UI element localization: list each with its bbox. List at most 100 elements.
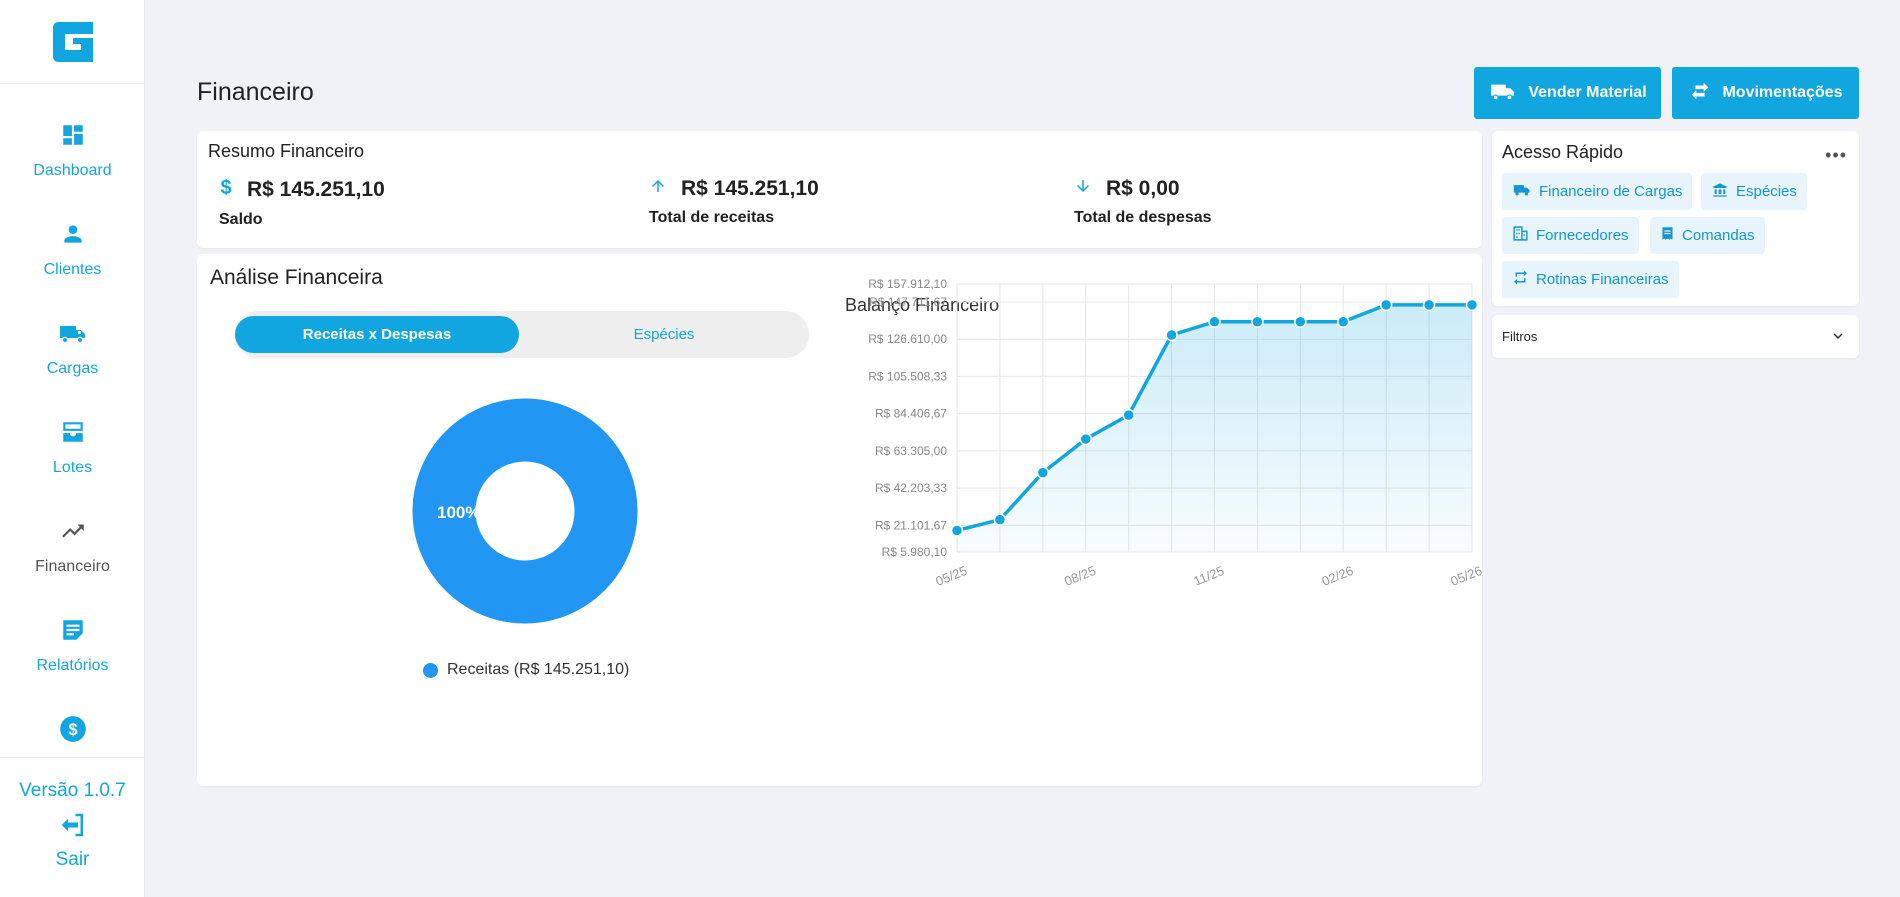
- chip-financeiro-cargas[interactable]: Financeiro de Cargas: [1502, 173, 1693, 210]
- data-point[interactable]: [1294, 315, 1307, 329]
- x-tick-label: 02/26: [1320, 563, 1356, 589]
- x-tick-label: 11/25: [1191, 563, 1226, 589]
- version-label: Versão 1.0.7: [19, 780, 126, 801]
- sidebar-item-clientes[interactable]: Clientes: [0, 219, 145, 318]
- page-title: Financeiro: [197, 78, 314, 106]
- donut-percent-label: 100%: [437, 503, 480, 522]
- data-point[interactable]: [993, 513, 1007, 526]
- data-point[interactable]: [1379, 298, 1393, 312]
- y-tick-label: R$ 157.912,10: [868, 277, 947, 291]
- data-point[interactable]: [1208, 315, 1221, 329]
- y-tick-label: R$ 5.980,10: [882, 545, 948, 559]
- data-point[interactable]: [950, 524, 964, 537]
- donut-legend: Receitas (R$ 145.251,10): [423, 661, 629, 679]
- chip-comandas[interactable]: Comandas: [1650, 217, 1765, 254]
- movimentacoes-button[interactable]: Movimentações: [1672, 67, 1859, 119]
- x-tick-label: 05/25: [933, 563, 969, 589]
- chip-label: Fornecedores: [1536, 227, 1629, 244]
- filtros-label: Filtros: [1502, 329, 1538, 344]
- inbox-tray-icon: [58, 417, 88, 447]
- sidebar-item-pagamentos[interactable]: $: [0, 714, 145, 813]
- svg-text:$: $: [68, 721, 77, 739]
- sidebar-footer: Versão 1.0.7 Sair: [0, 757, 145, 897]
- x-tick-label: 08/25: [1062, 563, 1098, 589]
- balanco-chart: R$ 157.912,10 R$ 147.711,67 R$ 126.610,00 R…: [868, 277, 1482, 589]
- sidebar-item-lotes[interactable]: Lotes: [0, 417, 145, 516]
- truck-icon: [1512, 182, 1532, 201]
- data-point[interactable]: [1422, 298, 1436, 312]
- sidebar-item-label: Clientes: [43, 261, 102, 278]
- stat-saldo: $ R$ 145.251,10 Saldo: [219, 177, 385, 229]
- app-logo[interactable]: [0, 0, 145, 84]
- data-point[interactable]: [1465, 298, 1479, 312]
- sidebar-item-cargas[interactable]: Cargas: [0, 318, 145, 417]
- filtros-panel[interactable]: Filtros: [1492, 315, 1859, 358]
- sidebar-item-label: Relatórios: [36, 657, 109, 674]
- y-tick-label: R$ 147.711,67: [869, 295, 947, 309]
- vender-material-label: Vender Material: [1528, 84, 1647, 101]
- svg-text:$: $: [220, 177, 231, 197]
- saldo-value: R$ 145.251,10: [247, 178, 385, 201]
- sidebar-item-label: Cargas: [46, 360, 99, 377]
- trending-up-icon: [58, 516, 88, 546]
- swap-arrows-icon: [1688, 80, 1712, 107]
- sidebar-item-label: Dashboard: [33, 162, 112, 179]
- y-tick-label: R$ 63.305,00: [875, 444, 947, 458]
- sidebar-item-label: Financeiro: [35, 558, 110, 575]
- acesso-rapido-card: Acesso Rápido ••• Financeiro de Cargas E…: [1492, 131, 1859, 306]
- chip-fornecedores[interactable]: Fornecedores: [1502, 217, 1639, 254]
- analise-title: Análise Financeira: [210, 266, 383, 289]
- vender-material-button[interactable]: Vender Material: [1474, 67, 1661, 119]
- resumo-financeiro-card: Resumo Financeiro $ R$ 145.251,10 Saldo …: [197, 131, 1482, 248]
- y-tick-label: R$ 126.610,00: [868, 332, 947, 346]
- area-fill: [957, 304, 1472, 552]
- truck-icon: [1488, 80, 1518, 107]
- donut-slice-receitas: [412, 398, 638, 624]
- chip-label: Comandas: [1682, 227, 1755, 244]
- logout-button[interactable]: Sair: [55, 849, 90, 870]
- sidebar-item-relatorios[interactable]: Relatórios: [0, 615, 145, 714]
- sidebar-item-dashboard[interactable]: Dashboard: [0, 120, 145, 219]
- analise-financeira-card: Análise Financeira Receitas x Despesas E…: [197, 254, 1482, 786]
- logout-icon[interactable]: [58, 810, 88, 845]
- resumo-title: Resumo Financeiro: [208, 141, 365, 161]
- data-point[interactable]: [1036, 466, 1050, 479]
- dollar-coin-icon: $: [58, 714, 88, 744]
- y-tick-label: R$ 105.508,33: [868, 369, 947, 383]
- more-options-icon[interactable]: •••: [1825, 145, 1847, 165]
- sidebar-item-label: Lotes: [52, 459, 93, 476]
- y-tick-label: R$ 42.203,33: [875, 481, 947, 495]
- chip-label: Financeiro de Cargas: [1539, 183, 1683, 200]
- receitas-label: Total de receitas: [649, 209, 775, 226]
- acesso-title: Acesso Rápido: [1502, 142, 1624, 162]
- logo-mark-icon: [52, 21, 93, 62]
- tab-receitas-despesas[interactable]: Receitas x Despesas: [235, 316, 519, 353]
- despesas-value: R$ 0,00: [1106, 177, 1180, 200]
- tab-especies[interactable]: Espécies: [633, 326, 695, 343]
- x-tick-label: 05/26: [1448, 563, 1482, 589]
- y-tick-label: R$ 84.406,67: [875, 407, 947, 421]
- sidebar-item-financeiro[interactable]: Financeiro: [0, 516, 145, 615]
- repeat-icon: [1512, 269, 1529, 290]
- arrow-up-icon: [649, 177, 667, 201]
- data-point[interactable]: [1337, 315, 1350, 329]
- chevron-down-icon[interactable]: [1829, 327, 1847, 350]
- person-icon: [58, 219, 88, 249]
- chip-especies[interactable]: Espécies: [1701, 173, 1807, 210]
- truck-icon: [58, 318, 88, 348]
- chip-label: Rotinas Financeiras: [1536, 271, 1669, 288]
- arrow-down-icon: [1074, 177, 1092, 201]
- analise-toggle: Receitas x Despesas Espécies: [235, 311, 809, 358]
- data-point[interactable]: [1165, 328, 1178, 342]
- chart-title: Balanço Financeiro: [845, 295, 1000, 315]
- sidebar: Dashboard Clientes Cargas Lotes Financei…: [0, 0, 145, 897]
- dashboard-icon: [58, 120, 88, 150]
- despesas-label: Total de despesas: [1074, 209, 1212, 226]
- data-point[interactable]: [1079, 432, 1092, 446]
- dollar-icon: $: [219, 177, 233, 203]
- saldo-label: Saldo: [219, 211, 263, 228]
- data-point[interactable]: [1251, 315, 1264, 329]
- stat-despesas: R$ 0,00 Total de despesas: [1074, 177, 1212, 227]
- data-point[interactable]: [1122, 408, 1135, 422]
- chip-rotinas-financeiras[interactable]: Rotinas Financeiras: [1502, 261, 1679, 298]
